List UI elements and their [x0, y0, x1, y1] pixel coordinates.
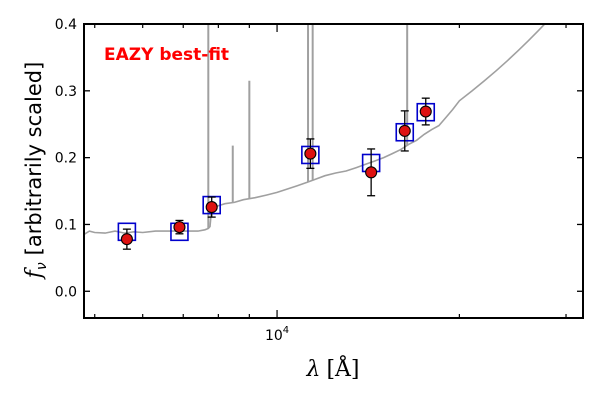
- y-axis-text: [arbitrarily scaled]: [22, 62, 46, 256]
- observed-point-0: [120, 233, 133, 246]
- observed-point-4: [365, 166, 378, 179]
- template-points-layer: [117, 102, 436, 242]
- y-tick-label-3: 0.3: [55, 84, 77, 100]
- y-axis-ticks: 0.0 0.1 0.2 0.3 0.4: [55, 17, 583, 300]
- observed-points-layer: [120, 105, 432, 246]
- svg-text:fν[arbitrarily scaled]: fν[arbitrarily scaled]: [22, 62, 50, 281]
- x-axis-unit: [Å]: [326, 354, 359, 382]
- y-axis-label: fν[arbitrarily scaled]: [22, 62, 50, 281]
- x-tick-label-base-0: 10: [265, 328, 283, 344]
- y-tick-label-2: 0.2: [55, 151, 77, 167]
- observed-point-6: [419, 105, 432, 118]
- x-tick-label-exp-0: 4: [283, 325, 289, 336]
- chart-annotation: EAZY best-fit: [104, 45, 229, 65]
- model-spectrum-line: [84, 24, 546, 236]
- y-tick-label-1: 0.1: [55, 217, 77, 233]
- x-axis-ticks: 104: [94, 24, 567, 344]
- x-axis-symbol: λ: [305, 357, 320, 382]
- x-axis-label: λ [Å]: [305, 354, 359, 382]
- observed-point-3: [304, 147, 317, 160]
- plot-frame: [83, 23, 584, 319]
- observed-point-2: [205, 201, 218, 214]
- observed-point-1: [173, 221, 186, 234]
- observed-point-5: [398, 124, 411, 137]
- y-tick-label-4: 0.4: [55, 17, 77, 33]
- errorbars-layer: [122, 97, 430, 250]
- model-spectrum-layer: [84, 24, 546, 236]
- y-axis-subscript: ν: [34, 262, 50, 270]
- x-tick-label-0: 104: [265, 325, 289, 344]
- y-tick-label-0: 0.0: [55, 284, 77, 300]
